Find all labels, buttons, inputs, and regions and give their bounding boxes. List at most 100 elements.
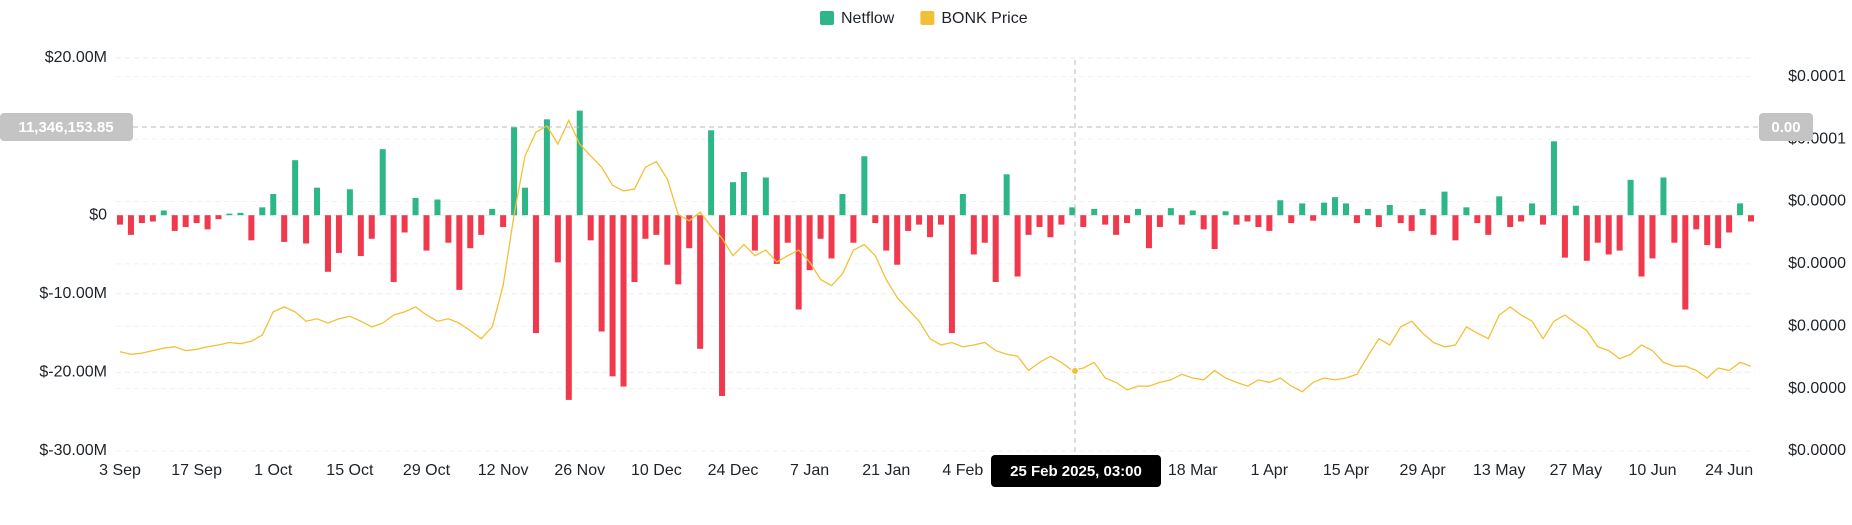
bar — [675, 215, 682, 285]
bar — [1244, 215, 1251, 222]
bar — [500, 215, 507, 227]
bar — [434, 199, 441, 216]
bar — [1113, 215, 1120, 235]
bar — [872, 215, 879, 224]
bar — [346, 189, 353, 216]
legend-label[interactable]: Netflow — [841, 10, 895, 27]
bar — [1715, 215, 1722, 249]
bar — [937, 215, 944, 225]
y-tick-label: $-30.00M — [39, 442, 107, 459]
bar — [1364, 208, 1371, 216]
bar — [981, 215, 988, 243]
bar — [1342, 203, 1349, 216]
x-tick-label: 3 Sep — [99, 462, 141, 479]
tip-box — [1759, 113, 1813, 141]
bar — [1627, 179, 1634, 216]
bar — [1496, 196, 1503, 216]
bar — [270, 193, 277, 216]
bar — [817, 215, 824, 239]
bar — [1069, 207, 1076, 216]
bar — [478, 215, 485, 235]
bar — [1561, 215, 1568, 258]
bar — [828, 215, 835, 259]
bar — [335, 215, 342, 253]
x-tick-label: 13 May — [1473, 462, 1525, 479]
bar — [259, 207, 266, 216]
bar — [609, 215, 616, 377]
bar — [1704, 215, 1711, 246]
y2-tick-label: $0.0000 — [1788, 442, 1846, 459]
bar — [762, 177, 769, 216]
bar — [303, 215, 310, 244]
x-tick-label: 10 Dec — [631, 462, 682, 479]
x-tick-label: 26 Nov — [554, 462, 605, 479]
legend: Netflow BONK Price — [820, 10, 1028, 27]
bar — [1211, 215, 1218, 249]
bar — [1529, 203, 1536, 216]
bar — [565, 215, 572, 400]
bar — [1386, 204, 1393, 216]
x-tick-label: 1 Oct — [254, 462, 293, 479]
bar — [1025, 215, 1032, 235]
bar — [1463, 207, 1470, 216]
x-tick-label: 18 Mar — [1168, 462, 1218, 479]
bar — [149, 215, 156, 222]
bar — [970, 215, 977, 255]
bar — [784, 215, 791, 243]
y2-tick-label: $0.0000 — [1788, 255, 1846, 272]
bar — [1474, 215, 1481, 224]
bar — [1518, 215, 1525, 222]
bar — [1430, 215, 1437, 235]
bar — [1014, 215, 1021, 277]
bar — [1124, 215, 1131, 224]
bar — [1638, 215, 1645, 277]
x-tick-label: 7 Jan — [790, 462, 829, 479]
x-tick-label: 27 May — [1550, 462, 1602, 479]
bar — [1189, 210, 1196, 216]
bar — [511, 127, 518, 216]
bar — [1660, 177, 1667, 216]
bar — [1550, 141, 1557, 216]
bar — [215, 215, 222, 220]
bar — [1102, 215, 1109, 225]
bar — [631, 215, 638, 283]
bar — [1594, 215, 1601, 243]
bar — [1605, 215, 1612, 255]
bar — [1167, 208, 1174, 216]
bar — [992, 215, 999, 283]
bar — [708, 130, 715, 216]
y2-tick-label: $0.0000 — [1788, 193, 1846, 210]
bar — [226, 213, 233, 216]
bar — [1233, 215, 1240, 225]
bar — [1222, 211, 1229, 216]
y-tick-label: $-20.00M — [39, 364, 107, 381]
bar — [1693, 215, 1700, 230]
bar — [456, 215, 463, 290]
bar — [686, 215, 693, 249]
bar — [1036, 215, 1043, 227]
y2-tick-label: $0.0000 — [1788, 317, 1846, 334]
legend-label[interactable]: BONK Price — [941, 10, 1027, 27]
y-tick-label: $20.00M — [45, 49, 107, 66]
bar — [697, 215, 704, 349]
bar — [281, 215, 288, 242]
bar — [423, 215, 430, 251]
y2-tick-label: $0.0000 — [1788, 380, 1846, 397]
bar — [751, 215, 758, 251]
legend-swatch[interactable] — [920, 11, 935, 25]
bar — [1397, 215, 1404, 224]
bar — [1200, 215, 1207, 230]
bar — [1419, 208, 1426, 216]
bar — [1321, 202, 1328, 216]
legend-swatch[interactable] — [820, 11, 834, 25]
bar — [598, 215, 605, 332]
x-tick-label: 29 Oct — [403, 462, 451, 479]
bar — [127, 215, 134, 235]
bar — [489, 208, 496, 216]
bar — [401, 215, 408, 233]
bar — [916, 215, 923, 225]
y-tick-label: $-10.00M — [39, 285, 107, 302]
tip-box — [991, 455, 1161, 487]
crosshair: 11,346,153.85 0.00 25 Feb 2025, 03:00 — [0, 60, 1813, 487]
